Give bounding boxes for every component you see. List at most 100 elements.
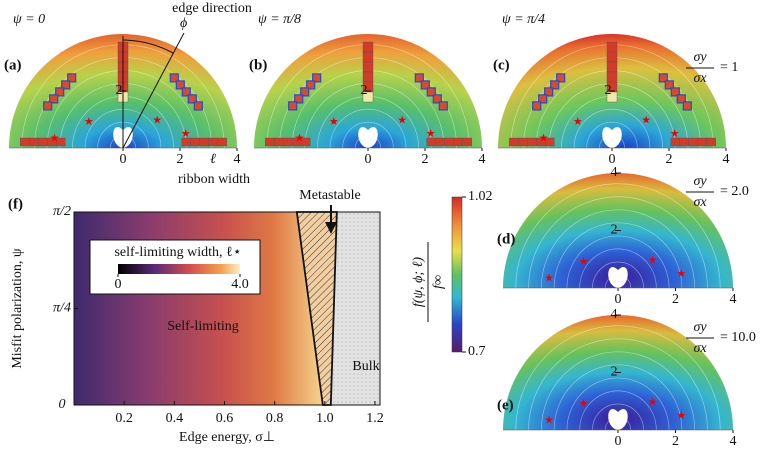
ribbon-cell	[38, 137, 48, 147]
x-tick-label: 4	[723, 152, 730, 167]
star: ★	[84, 116, 94, 128]
ribbon-cell	[187, 94, 197, 104]
ribbon-cell	[432, 94, 442, 104]
ribbon-cell	[706, 137, 716, 147]
legend-gradient	[118, 264, 240, 274]
fraction-num: σy	[693, 50, 707, 65]
y-tick-label: 2	[361, 83, 368, 98]
star: ★	[641, 115, 651, 127]
ribbon-cell	[664, 80, 674, 90]
y-tick-label: 2	[605, 83, 612, 98]
colorbar-tick-label: 1.02	[468, 189, 493, 204]
psi-label: ψ = π/4	[502, 12, 545, 27]
star: ★	[181, 128, 191, 140]
cutout	[608, 267, 628, 288]
contour-line	[579, 390, 657, 431]
y-tick-label: π/4	[53, 301, 71, 316]
colorbar-title: f(ψ, ϕ; ℓ) f∞	[411, 242, 446, 322]
ribbon-cell	[181, 87, 191, 97]
ribbon-cell	[435, 137, 445, 147]
contour-line	[342, 121, 394, 149]
ribbon-width: ribbon width	[178, 172, 250, 187]
y-tick-label: 2	[611, 365, 618, 380]
y-tick-label: 0	[59, 397, 66, 412]
ribbon-cell	[556, 73, 566, 83]
star: ★	[50, 133, 60, 145]
star: ★	[676, 268, 686, 280]
ribbon-cell	[606, 41, 618, 53]
fraction-den: σx	[693, 341, 707, 356]
star: ★	[648, 397, 658, 409]
ribbon-cell	[606, 61, 618, 73]
fraction-den: σx	[693, 195, 707, 210]
star: ★	[295, 133, 305, 145]
legend-title: self-limiting width, ℓ⋆	[114, 245, 241, 260]
cutout	[602, 127, 622, 148]
ribbon-cell	[265, 137, 275, 147]
x-tick-label: 0	[609, 152, 616, 167]
ribbon-cell	[300, 87, 310, 97]
ribbon-cell	[462, 137, 472, 147]
contour-line	[566, 377, 670, 431]
ribbon-cell	[193, 101, 203, 111]
x-tick-label: 0	[615, 292, 622, 307]
ribbon-cell	[544, 87, 554, 97]
ribbon-cell	[283, 137, 293, 147]
ribbon-cell	[362, 41, 374, 53]
ribbon-cell	[682, 101, 692, 111]
panel-label: (e)	[497, 397, 514, 413]
star: ★	[544, 415, 554, 427]
ribbon-cell	[420, 80, 430, 90]
contour-line	[528, 338, 708, 431]
y-tick-label: π/2	[53, 204, 71, 219]
contour-line	[592, 403, 644, 431]
x-tick-label: 2	[672, 292, 679, 307]
edge-direction: edge direction	[172, 1, 252, 16]
contour-line	[586, 121, 638, 149]
ribbon-cell	[362, 61, 374, 73]
ribbon-cell	[606, 91, 618, 103]
star: ★	[670, 128, 680, 140]
ribbon-cell	[20, 137, 30, 147]
contour-line	[553, 364, 683, 431]
y-axis-label: Misfit polarization, ψ	[10, 248, 25, 369]
y-tick-label: 4	[611, 307, 618, 322]
fraction-num: σy	[693, 174, 707, 189]
figure-layer: 0 2 4 2 ★ ★ ★ ★ (a) ψ = 0 0 2 4 2 ★ ★ ★ ★ (b) ψ = π/8 0 2 4 2 ★ ★…	[4, 1, 756, 449]
x-tick-label: 0.4	[166, 411, 184, 426]
y-tick-label: 4	[611, 165, 618, 180]
ribbon-cell	[67, 73, 77, 83]
x-tick-label: 0	[365, 152, 372, 167]
star: ★	[152, 115, 162, 127]
colorbar-num: f(ψ, ϕ; ℓ)	[411, 257, 426, 307]
star: ★	[544, 273, 554, 285]
panel-label: (a)	[4, 57, 22, 73]
contour-line	[592, 261, 644, 289]
star: ★	[573, 116, 583, 128]
cutout	[608, 409, 628, 430]
contour-line	[515, 325, 721, 431]
star: ★	[579, 256, 589, 268]
ribbon-cell	[676, 94, 686, 104]
x-tick-label: 1.2	[366, 411, 384, 426]
contour-line	[329, 108, 407, 149]
ribbon-cell	[444, 137, 454, 147]
ribbon-cell	[606, 71, 618, 83]
ell: ℓ	[210, 152, 216, 167]
ribbon-cell	[532, 101, 542, 111]
panel-label: (b)	[249, 57, 267, 73]
ribbon-cell	[658, 73, 668, 83]
ribbon-cell	[49, 94, 59, 104]
ribbon-cell	[61, 80, 71, 90]
x-tick-label: 0	[615, 434, 622, 449]
ribbon-cell	[29, 137, 39, 147]
x-tick-label: 2	[672, 434, 679, 449]
fraction-eq: = 1	[720, 60, 738, 75]
region-label: Bulk	[352, 359, 379, 374]
legend-tick-label: 0	[115, 277, 122, 292]
x-tick-label: 2	[177, 152, 184, 167]
contour-line	[579, 248, 657, 289]
x-tick-label: 4	[730, 292, 737, 307]
fraction-num: σy	[693, 320, 707, 335]
